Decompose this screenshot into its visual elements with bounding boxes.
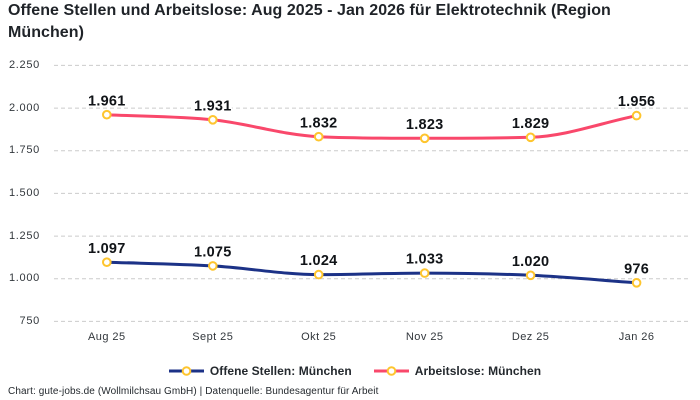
svg-text:1.931: 1.931 [194,98,232,114]
svg-text:1.033: 1.033 [406,252,444,268]
svg-text:1.961: 1.961 [88,93,126,109]
svg-text:1.832: 1.832 [300,115,338,131]
svg-text:1.075: 1.075 [194,245,232,261]
svg-text:1.020: 1.020 [512,254,550,270]
svg-text:1.956: 1.956 [618,94,656,110]
svg-text:1.823: 1.823 [406,117,444,133]
svg-text:1.097: 1.097 [88,241,126,257]
svg-text:1.829: 1.829 [512,116,550,132]
svg-text:1.024: 1.024 [300,253,338,269]
svg-text:976: 976 [624,261,649,277]
